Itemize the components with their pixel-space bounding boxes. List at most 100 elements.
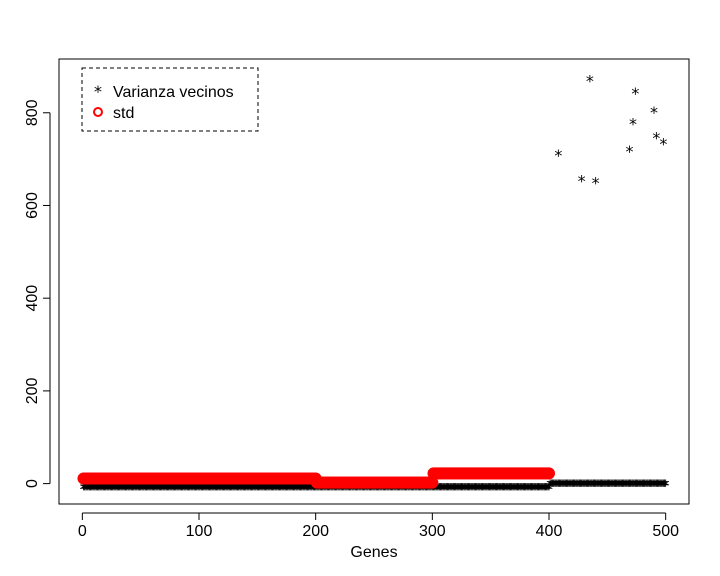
star-point: * bbox=[637, 476, 645, 495]
star-point: * bbox=[216, 480, 224, 499]
outlier-star-point: * bbox=[554, 146, 562, 165]
star-point: * bbox=[447, 480, 455, 499]
star-point: * bbox=[435, 480, 443, 499]
star-point: * bbox=[189, 480, 197, 499]
star-point: * bbox=[164, 480, 172, 499]
star-point: * bbox=[556, 476, 564, 495]
star-point: * bbox=[613, 476, 621, 495]
star-point: * bbox=[335, 480, 343, 499]
star-point: * bbox=[424, 480, 432, 499]
star-point: * bbox=[318, 480, 326, 499]
star-point: * bbox=[80, 480, 88, 499]
star-point: * bbox=[410, 480, 418, 499]
star-point: * bbox=[475, 480, 483, 499]
star-point: * bbox=[314, 480, 322, 499]
star-point: * bbox=[97, 480, 105, 499]
star-point: * bbox=[323, 480, 331, 499]
star-point: * bbox=[525, 480, 533, 499]
star-point: * bbox=[552, 476, 560, 495]
star-point: * bbox=[224, 480, 232, 499]
star-point: * bbox=[354, 480, 362, 499]
star-point: * bbox=[187, 480, 195, 499]
star-point: * bbox=[593, 476, 601, 495]
star-point: * bbox=[259, 480, 267, 499]
star-point: * bbox=[256, 480, 264, 499]
star-point: * bbox=[111, 480, 119, 499]
star-point: * bbox=[300, 480, 308, 499]
star-point: * bbox=[661, 476, 669, 495]
star-point: * bbox=[363, 480, 371, 499]
star-point: * bbox=[239, 480, 247, 499]
star-point: * bbox=[246, 480, 254, 499]
star-point: * bbox=[301, 480, 309, 499]
star-point: * bbox=[395, 480, 403, 499]
star-point: * bbox=[621, 476, 629, 495]
star-point: * bbox=[535, 480, 543, 499]
star-point: * bbox=[634, 476, 642, 495]
star-point: * bbox=[487, 480, 495, 499]
star-point: * bbox=[234, 480, 242, 499]
star-point: * bbox=[272, 480, 280, 499]
star-point: * bbox=[531, 480, 539, 499]
star-point: * bbox=[127, 480, 135, 499]
star-point: * bbox=[432, 480, 440, 499]
star-point: * bbox=[328, 480, 336, 499]
star-point: * bbox=[232, 480, 240, 499]
y-tick-label: 800 bbox=[24, 99, 41, 126]
star-point: * bbox=[453, 480, 461, 499]
star-point: * bbox=[505, 480, 513, 499]
star-point: * bbox=[263, 480, 271, 499]
star-point: * bbox=[271, 480, 279, 499]
star-point: * bbox=[167, 480, 175, 499]
star-point: * bbox=[643, 476, 651, 495]
star-point: * bbox=[430, 480, 438, 499]
star-point: * bbox=[209, 480, 217, 499]
star-point: * bbox=[511, 480, 519, 499]
star-point: * bbox=[116, 480, 124, 499]
star-point: * bbox=[273, 480, 281, 499]
star-point: * bbox=[182, 480, 190, 499]
star-point: * bbox=[102, 480, 110, 499]
star-point: * bbox=[437, 480, 445, 499]
star-point: * bbox=[245, 480, 253, 499]
star-point: * bbox=[291, 480, 299, 499]
star-point: * bbox=[466, 480, 474, 499]
star-point: * bbox=[619, 476, 627, 495]
star-point: * bbox=[362, 480, 370, 499]
star-point: * bbox=[419, 480, 427, 499]
star-point: * bbox=[596, 476, 604, 495]
star-point: * bbox=[411, 480, 419, 499]
star-point: * bbox=[94, 480, 102, 499]
star-point: * bbox=[248, 480, 256, 499]
star-point: * bbox=[181, 480, 189, 499]
star-point: * bbox=[519, 480, 527, 499]
star-point: * bbox=[441, 480, 449, 499]
star-point: * bbox=[560, 476, 568, 495]
star-point: * bbox=[270, 480, 278, 499]
legend-star-marker: * bbox=[94, 82, 102, 101]
star-point: * bbox=[129, 480, 137, 499]
star-point: * bbox=[235, 480, 243, 499]
star-point: * bbox=[278, 480, 286, 499]
star-point: * bbox=[406, 480, 414, 499]
star-point: * bbox=[225, 480, 233, 499]
star-point: * bbox=[280, 480, 288, 499]
star-point: * bbox=[130, 480, 138, 499]
star-point: * bbox=[497, 480, 505, 499]
star-point: * bbox=[221, 480, 229, 499]
star-point: * bbox=[565, 476, 573, 495]
star-point: * bbox=[330, 480, 338, 499]
outlier-star-point: * bbox=[659, 134, 667, 153]
star-point: * bbox=[627, 476, 635, 495]
star-point: * bbox=[503, 480, 511, 499]
star-point: * bbox=[368, 480, 376, 499]
star-point: * bbox=[241, 480, 249, 499]
star-point: * bbox=[460, 480, 468, 499]
star-point: * bbox=[190, 480, 198, 499]
star-point: * bbox=[124, 480, 132, 499]
star-point: * bbox=[154, 480, 162, 499]
star-point: * bbox=[635, 476, 643, 495]
star-point: * bbox=[405, 480, 413, 499]
star-point: * bbox=[539, 480, 547, 499]
